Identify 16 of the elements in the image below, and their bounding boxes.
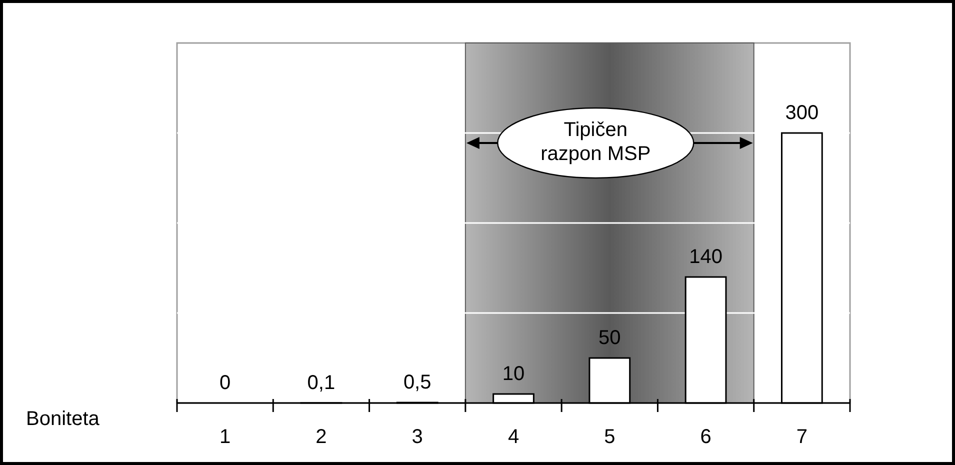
x-tick-label: 4	[508, 426, 520, 448]
x-tick-label: 3	[412, 426, 423, 448]
x-tick-label: 5	[604, 426, 616, 448]
data-label: 0,5	[403, 372, 432, 394]
data-label: 50	[598, 327, 621, 349]
x-tick-label: 2	[316, 426, 327, 448]
data-label: 0,1	[307, 372, 336, 394]
x-tick-label: 7	[796, 426, 808, 448]
data-label: 140	[689, 246, 722, 268]
data-label: 0	[220, 372, 231, 394]
band-label: Tipičen razpon MSP	[540, 119, 651, 166]
data-label: 10	[502, 363, 525, 385]
x-tick-label: 6	[700, 426, 712, 448]
x-axis-title: Boniteta	[26, 408, 100, 430]
data-label: 300	[785, 102, 819, 124]
x-tick-label: 1	[220, 426, 231, 448]
